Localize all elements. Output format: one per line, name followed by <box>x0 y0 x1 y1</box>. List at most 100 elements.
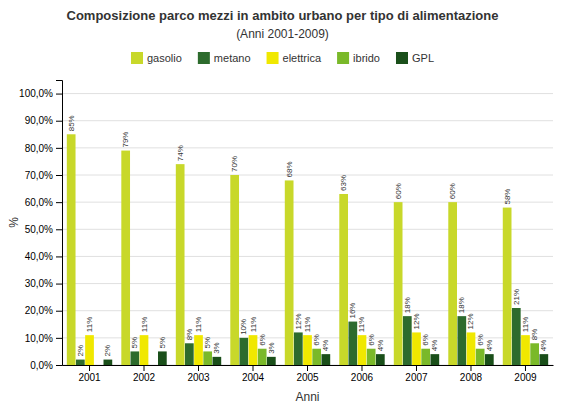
data-label: 12% <box>294 313 303 329</box>
bar <box>485 354 494 365</box>
y-tick: 80,0% <box>25 143 62 154</box>
bar <box>467 332 476 365</box>
y-tick-mark <box>56 256 62 257</box>
legend-swatch <box>337 52 349 64</box>
y-tick-mark <box>56 284 62 285</box>
x-tick-mark <box>89 365 90 371</box>
data-label: 6% <box>258 334 267 346</box>
y-tick-mark <box>56 175 62 176</box>
data-label: 18% <box>403 297 412 313</box>
legend-item: ibrido <box>337 52 380 64</box>
y-tick-label: 30,0% <box>25 278 53 289</box>
bar <box>348 322 357 365</box>
data-label: 12% <box>412 313 421 329</box>
data-label: 6% <box>421 334 430 346</box>
x-tick-mark <box>307 365 308 371</box>
y-tick: 100,0% <box>19 88 62 99</box>
x-tick-label: 2009 <box>514 372 537 383</box>
data-label: 11% <box>357 317 366 332</box>
y-axis-line <box>56 81 63 366</box>
bar <box>294 332 303 365</box>
data-label: 85% <box>67 115 76 131</box>
data-label: 4% <box>321 340 330 352</box>
x-tick-mark <box>416 365 417 371</box>
grid-line <box>62 229 553 230</box>
bar <box>512 308 521 365</box>
bar <box>521 335 530 365</box>
x-tick-label: 2006 <box>351 372 374 383</box>
chart: Composizione parco mezzi in ambito urban… <box>0 0 565 409</box>
legend-item: metano <box>198 52 251 64</box>
y-tick: 40,0% <box>25 251 62 262</box>
y-tick-label: 50,0% <box>25 224 53 235</box>
x-tick: 2003 <box>187 365 210 383</box>
x-tick-mark <box>361 365 362 371</box>
y-tick-label: 60,0% <box>25 197 53 208</box>
grid-line <box>62 93 553 94</box>
bar <box>94 365 103 366</box>
data-label: 68% <box>285 161 294 177</box>
data-label: 70% <box>230 156 239 172</box>
x-tick-label: 2003 <box>187 372 210 383</box>
bar <box>158 351 167 365</box>
legend-label: gasolio <box>147 52 182 64</box>
legend-label: elettrica <box>283 52 322 64</box>
bar <box>194 335 203 365</box>
grid-line <box>62 202 553 203</box>
x-tick: 2005 <box>296 365 319 383</box>
bar <box>539 354 548 365</box>
data-label: 18% <box>457 297 466 313</box>
bar <box>339 194 348 365</box>
data-label: 10% <box>239 319 248 335</box>
data-label: 16% <box>348 303 357 319</box>
y-tick-mark <box>56 229 62 230</box>
y-tick: 70,0% <box>25 170 62 181</box>
bar <box>403 316 412 365</box>
bar <box>448 202 457 365</box>
bar <box>130 351 139 365</box>
legend-swatch <box>396 52 408 64</box>
bar <box>394 202 403 365</box>
grid-line <box>62 120 553 121</box>
bar <box>121 151 130 365</box>
bar <box>258 349 267 365</box>
legend-label: ibrido <box>353 52 380 64</box>
legend-swatch <box>198 52 210 64</box>
grid-line <box>62 147 553 148</box>
plot: 85%79%74%70%68%63%60%60%58%2%5%8%10%12%1… <box>19 81 553 384</box>
x-tick-mark <box>253 365 254 371</box>
y-tick-mark <box>56 94 62 95</box>
data-label: 2% <box>103 345 112 357</box>
y-tick: 20,0% <box>25 305 62 316</box>
x-tick-mark <box>525 365 526 371</box>
bar <box>285 180 294 365</box>
bar <box>412 332 421 365</box>
bar <box>367 349 376 365</box>
data-label: 4% <box>376 340 385 352</box>
y-tick-mark <box>56 365 62 366</box>
x-tick-label: 2008 <box>460 372 483 383</box>
x-tick: 2009 <box>514 365 537 383</box>
bar <box>212 357 221 365</box>
bar <box>303 335 312 365</box>
x-tick-mark <box>144 365 145 371</box>
data-label: 5% <box>203 337 212 349</box>
data-label: 58% <box>503 189 512 205</box>
bar-series <box>85 332 530 365</box>
bar <box>421 349 430 365</box>
data-label: 6% <box>476 334 485 346</box>
bar <box>185 343 194 365</box>
data-label: 8% <box>185 329 194 341</box>
y-axis: 0,0%10,0%20,0%30,0%40,0%50,0%60,0%70,0%8… <box>19 81 62 371</box>
x-tick: 2008 <box>460 365 483 383</box>
bar <box>149 365 158 366</box>
x-tick-mark <box>470 365 471 371</box>
data-label: 3% <box>267 342 276 354</box>
data-label: 4% <box>485 340 494 352</box>
y-tick-label: 100,0% <box>19 88 53 99</box>
bar-series <box>67 134 512 365</box>
data-label: 5% <box>158 337 167 349</box>
data-label: 60% <box>448 183 457 199</box>
data-label: 6% <box>312 334 321 346</box>
bars <box>67 134 548 365</box>
